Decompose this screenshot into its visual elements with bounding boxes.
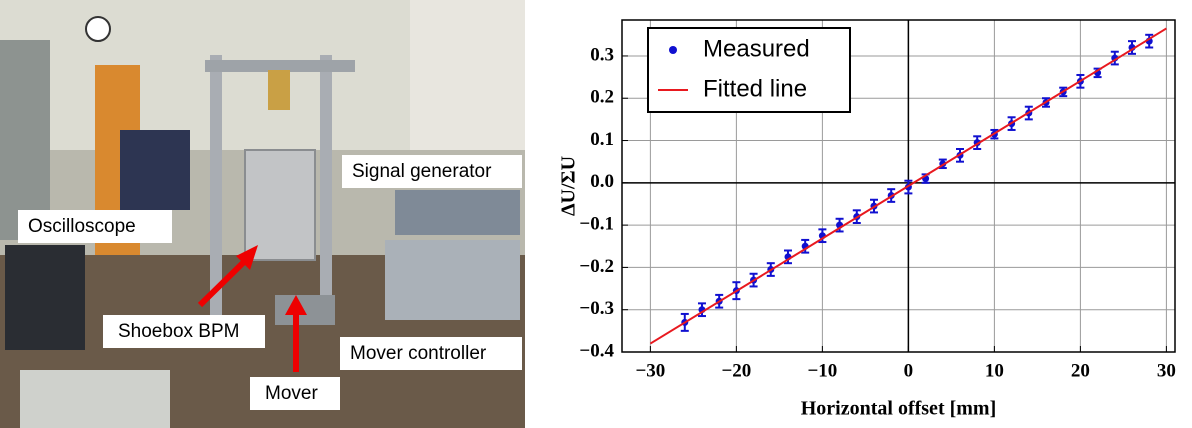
y-tick-label: −0.4 [579,340,614,361]
arrowhead [236,245,258,270]
x-tick-label: −10 [807,360,837,381]
legend-box [647,27,851,113]
legend-swatch [669,46,677,54]
legend-label: Measured [703,35,810,62]
plot-frame [621,19,1176,353]
post [320,55,332,315]
label-box [18,210,172,243]
x-tick-label: 0 [904,360,914,381]
wall-right [410,0,525,150]
frame-top [205,60,355,72]
photo-label: Mover controller [350,343,487,364]
instrument-rack [385,240,520,320]
y-tick-label: 0.2 [590,87,614,108]
chair [120,130,190,210]
label-box [250,377,340,410]
y-tick-label: 0.3 [590,44,614,65]
photo-label: Signal generator [352,161,492,182]
y-tick-label: −0.2 [579,256,614,277]
clock [85,16,111,42]
x-tick-label: 20 [1071,360,1090,381]
feedthrough [268,70,290,110]
label-box [340,337,522,370]
x-tick-label: 30 [1157,360,1176,381]
y-tick-label: 0.1 [590,129,614,150]
legend-label: Fitted line [703,75,807,102]
y-axis-label: ΔU/ΣU [558,156,580,216]
y-tick-label: −0.1 [579,213,614,234]
label-box [342,155,522,188]
fit-line [649,27,1167,345]
label-box [103,315,265,348]
x-tick-label: −20 [721,360,751,381]
photo-label: Shoebox BPM [118,321,239,342]
laptop [5,245,85,350]
post [210,55,222,315]
x-tick-label: −30 [635,360,665,381]
bpm-chamber [244,149,316,261]
arrowhead [285,295,307,315]
photo: Signal generator Oscilloscope Shoebox BP… [0,0,525,428]
y-tick-label: 0.0 [590,171,614,192]
y-tick-label: −0.3 [579,298,614,319]
oscilloscope-device [20,370,170,428]
mover-device [275,295,335,325]
photo-label: Oscilloscope [28,216,136,237]
x-tick-label: 10 [985,360,1004,381]
arrow [197,255,251,308]
photo-label: Mover [265,383,318,404]
cabinet [0,40,50,240]
x-axis-label: Horizontal offset [mm] [801,398,997,420]
signal-generator-device [395,190,520,235]
